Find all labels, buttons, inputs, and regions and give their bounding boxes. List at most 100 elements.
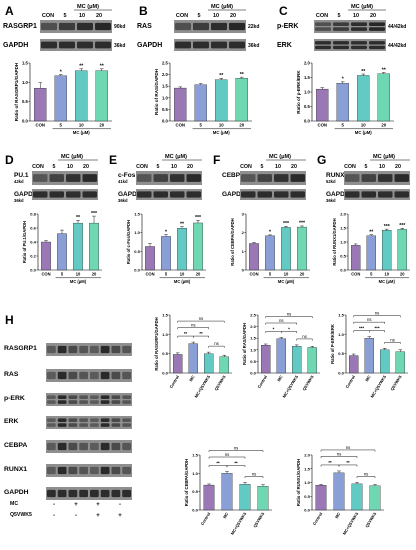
- h-blot-p-ERK-band-lower: [122, 400, 131, 404]
- h-blot-ERK-band-upper: [79, 418, 88, 422]
- blot-B-loading-band: [193, 41, 209, 49]
- h-blot-p-ERK-band-lower: [68, 400, 78, 404]
- h-blot-GAPDH-band: [90, 489, 99, 498]
- blot-C-target-membrane: [314, 20, 386, 33]
- y-tick-label: 1.5: [340, 226, 346, 231]
- bar-Control: [203, 484, 215, 511]
- h-blot-p-ERK-band-upper: [68, 395, 78, 399]
- blot-F-loading-band: [274, 191, 289, 198]
- h-blot-RUNX1-band: [57, 466, 67, 475]
- blot-E-target-band: [153, 174, 168, 182]
- y-tick-label: 0.0: [22, 119, 28, 124]
- blot-A-target-band: [77, 22, 93, 31]
- blot-C-loading-band-upper: [369, 41, 385, 45]
- blot-C-target-band-lower-core: [369, 27, 385, 31]
- significance-bracket: [177, 327, 209, 330]
- significance-bracket: [338, 464, 358, 467]
- h-blot-ERK-band-lower: [90, 423, 99, 427]
- protein-label: c-Fos: [118, 172, 136, 179]
- blot-E-loading-band: [137, 191, 152, 198]
- h-blot-GAPDH-band: [111, 489, 121, 498]
- significance-bracket: [320, 456, 358, 459]
- blot-label: RUNX1: [4, 466, 27, 473]
- loading-label: GAPDH: [14, 191, 38, 198]
- significance-mark: ns: [199, 316, 204, 321]
- y-axis-label: Ratio of P-ERK/ERK: [330, 324, 335, 364]
- y-tick-label: 1.5: [162, 84, 168, 89]
- blot-D-loading-band-core: [33, 191, 48, 198]
- lane-label: CON: [344, 164, 356, 170]
- bar-10: [215, 79, 228, 122]
- h-blot-GAPDH-band-core: [68, 489, 78, 498]
- blot-D-target-band-core: [33, 174, 48, 182]
- blot-D-loading-band: [33, 191, 48, 198]
- category-label: MC+Q5VWK5: [281, 374, 299, 399]
- blot-C-target-band-upper: [333, 22, 349, 26]
- bar-10: [73, 222, 83, 271]
- bar-10: [382, 230, 392, 271]
- h-blot-ERK-band-upper: [68, 418, 78, 422]
- significance-bracket: [177, 335, 194, 338]
- blot-G-loading-band-core: [394, 191, 409, 198]
- h-blot-RAS-band: [47, 371, 56, 380]
- significance-mark: **: [180, 221, 185, 227]
- blot-B-target-band: [211, 22, 227, 31]
- h-blot-RUNX1-band-core: [57, 466, 67, 475]
- h-blot-ERK-membrane: [46, 416, 132, 429]
- blot-E-loading-band-core: [170, 191, 185, 198]
- bar-5: [57, 233, 67, 271]
- blot-B-loading-band: [229, 41, 245, 49]
- h-blot-GAPDH: [46, 487, 132, 500]
- blot-B-loading-band-core: [229, 41, 245, 49]
- h-blot-p-ERK-band-upper: [100, 395, 110, 399]
- h-blot-ERK-band-lower-core: [57, 423, 67, 427]
- significance-bracket: [265, 322, 297, 325]
- bar-Q5VWK5: [257, 486, 269, 511]
- h-blot-RAS-band-core: [68, 371, 78, 380]
- h-blot-p-ERK-band-lower: [100, 400, 110, 404]
- lane-label: 10: [67, 164, 73, 170]
- significance-bracket: [193, 335, 209, 338]
- blot-F-target: [240, 171, 306, 185]
- bar-20: [377, 73, 390, 122]
- significance-bracket: [208, 456, 246, 459]
- x-axis-label: MC (μM): [278, 279, 295, 284]
- blot-A-target: [40, 20, 112, 33]
- significance-mark: ***: [384, 224, 391, 230]
- bar-CON: [249, 243, 259, 271]
- y-tick-label: 1.0: [134, 230, 140, 235]
- significance-mark: **: [79, 64, 84, 70]
- category-label: 20: [300, 272, 305, 277]
- y-axis-label: Ratio of p-ERK/ERK: [296, 70, 301, 114]
- blot-B-target-band-core: [229, 22, 245, 31]
- y-tick-label: 0.5: [250, 359, 256, 364]
- blot-D-loading-membrane: [32, 189, 98, 200]
- bar-5: [54, 75, 67, 122]
- h-blot-p-ERK-membrane: [46, 393, 132, 406]
- h-blot-CEBPA-band-core: [47, 442, 56, 451]
- category-label: 5: [200, 123, 203, 128]
- bar-Control: [315, 485, 327, 511]
- h-blot-RUNX1-band-core: [90, 466, 99, 475]
- significance-mark: *: [165, 229, 168, 235]
- y-axis-label: Ratio of RUNX1/GAPDH: [332, 218, 337, 265]
- blot-A-loading-band-core: [77, 41, 93, 49]
- category-label: 10: [361, 123, 366, 128]
- h-blot-ERK-band-lower: [100, 423, 110, 427]
- h-blot-ERK-band-lower-core: [122, 423, 131, 427]
- blot-D-loading-band-core: [49, 191, 64, 198]
- blot-A-loading-band-core: [95, 41, 111, 49]
- blot-A-loading-band: [77, 41, 93, 49]
- y-tick-label: 1.0: [338, 332, 344, 337]
- h-blot-CEBPA-band-core: [111, 442, 121, 451]
- blot-F-loading-band-core: [274, 191, 289, 198]
- bar-20: [235, 78, 248, 122]
- h-blot-GAPDH-band: [47, 489, 56, 498]
- h-blot-ERK-band-upper-core: [90, 418, 99, 422]
- blot-G-target: [344, 171, 410, 185]
- y-tick-label: 2.0: [340, 212, 346, 217]
